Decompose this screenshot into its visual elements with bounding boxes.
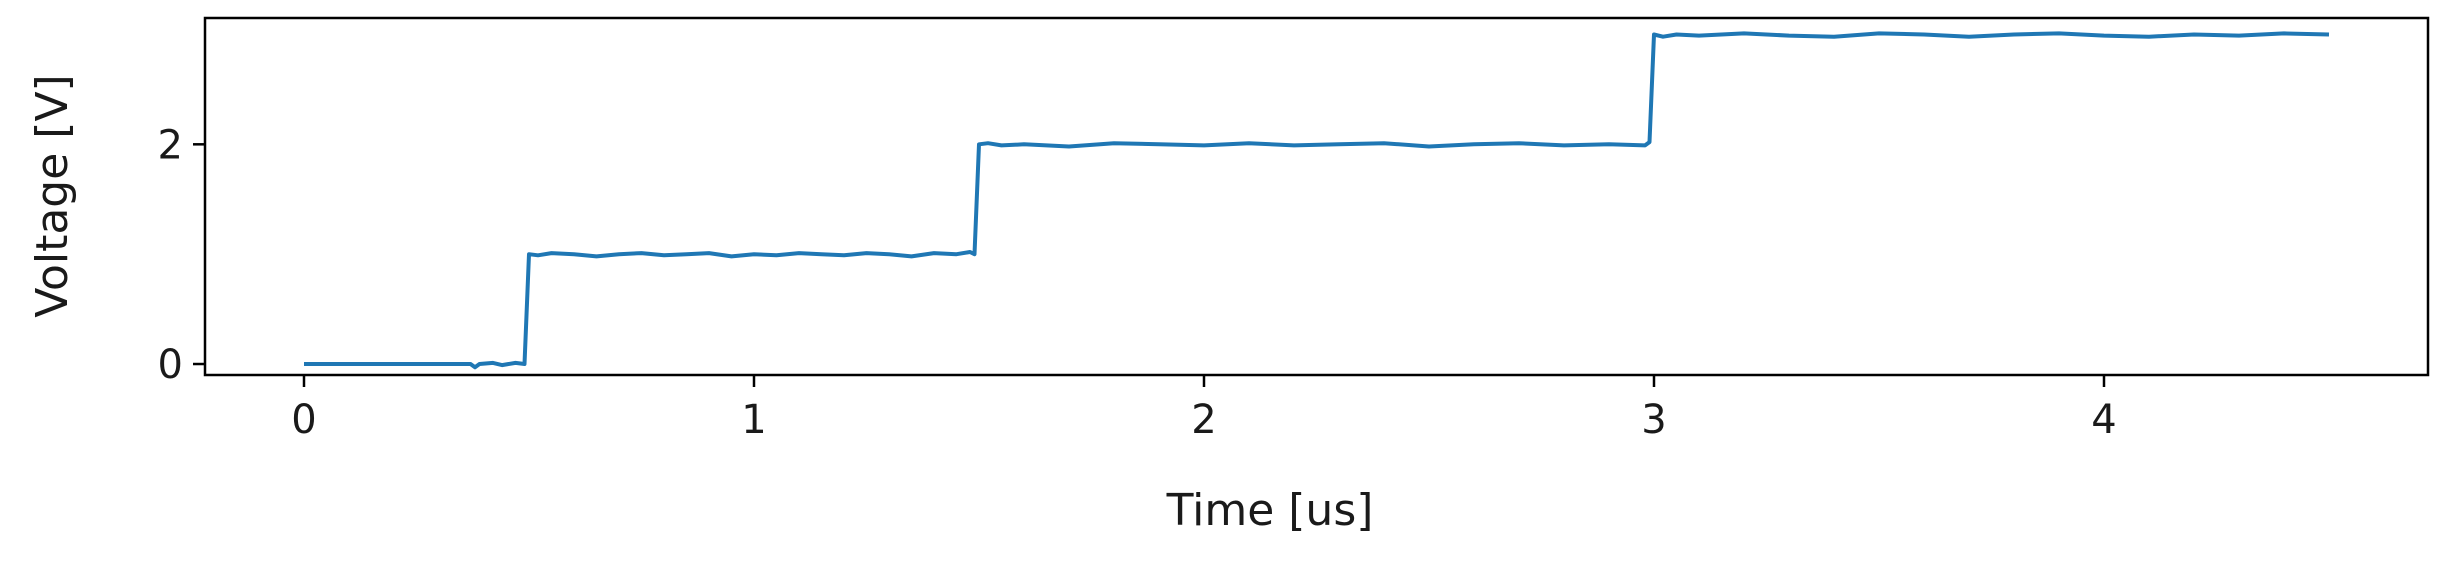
x-tick-label: 0	[291, 397, 316, 443]
series-line-0	[304, 31, 2330, 370]
y-axis-title: Voltage [V]	[27, 74, 78, 317]
x-tick-label: 4	[2091, 397, 2116, 443]
y-axis: 02	[158, 122, 205, 388]
x-axis: 0 1 2 3 4	[291, 375, 2117, 443]
series-layer	[304, 31, 2330, 370]
x-tick-label: 2	[1191, 397, 1216, 443]
x-tick-label: 3	[1641, 397, 1666, 443]
y-tick-label: 0	[158, 342, 183, 388]
plot-area-frame	[203, 16, 2430, 377]
y-tick-label: 2	[158, 122, 183, 168]
x-axis-title: Time [us]	[1166, 485, 1374, 536]
x-tick-label: 1	[741, 397, 766, 443]
